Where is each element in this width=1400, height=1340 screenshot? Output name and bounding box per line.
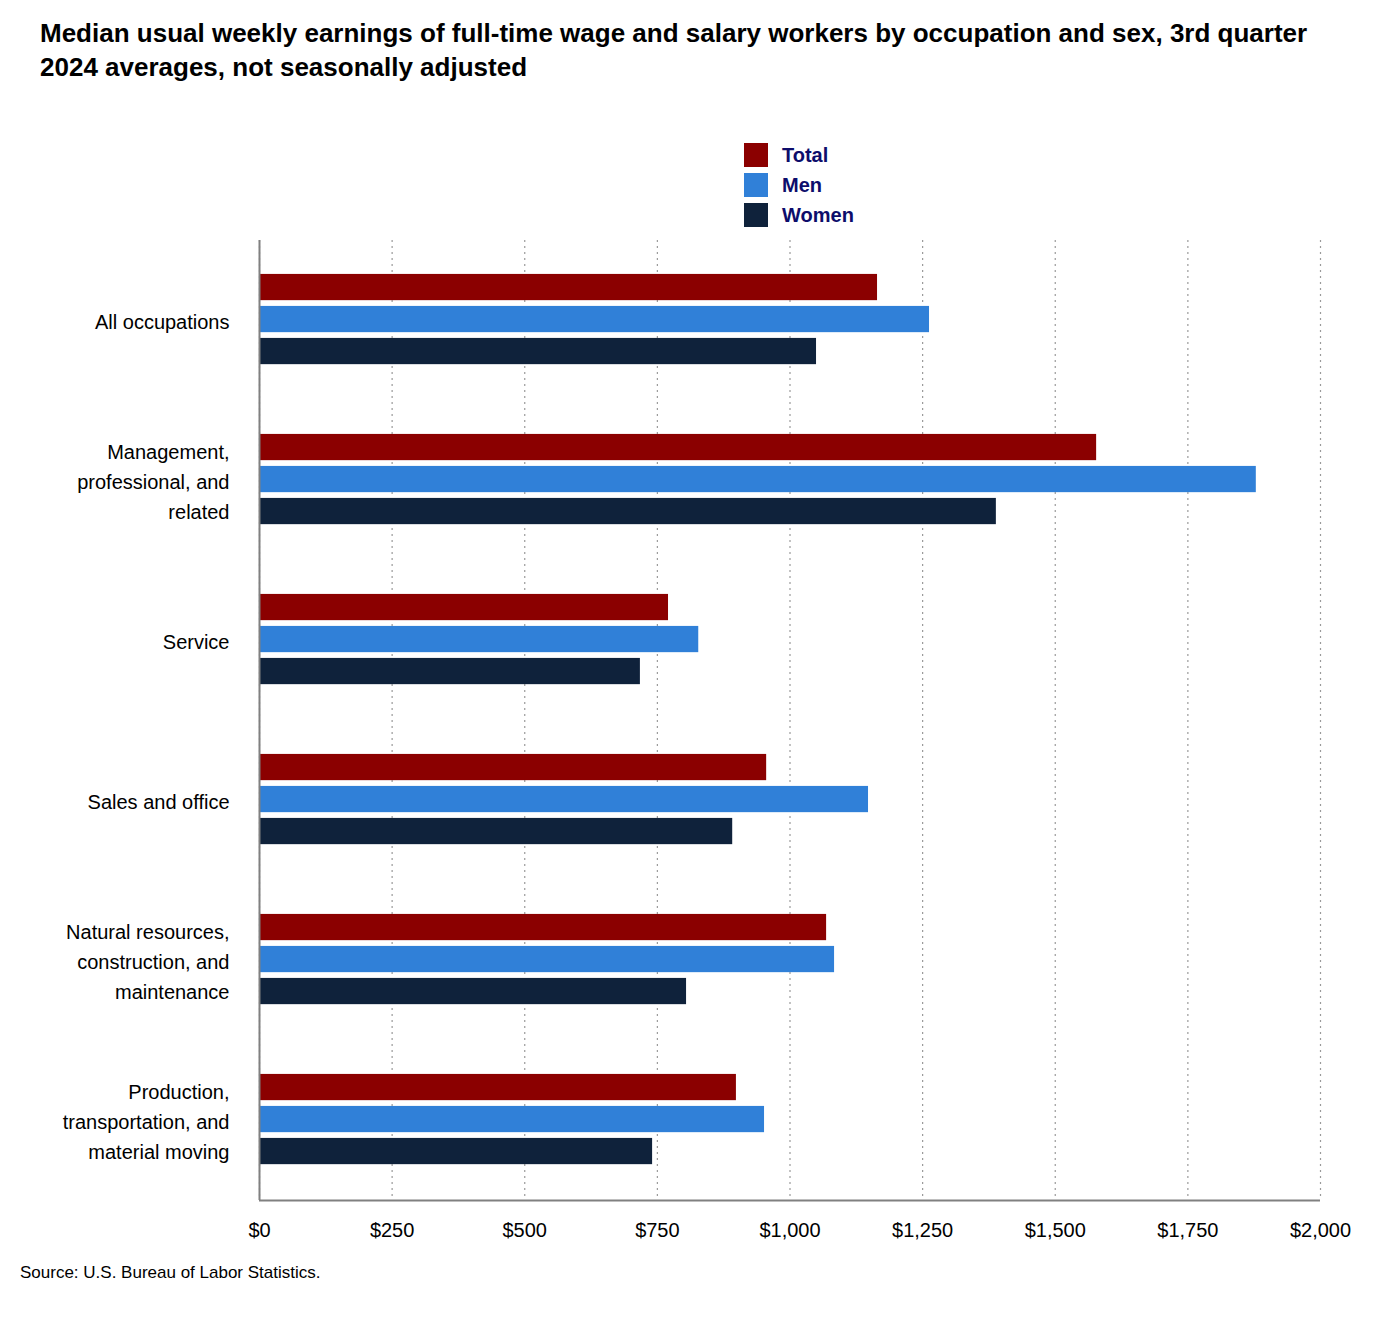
svg-text:Natural resources,construction: Natural resources,construction, andmaint… (66, 921, 229, 1003)
svg-text:$1,250: $1,250 (892, 1219, 953, 1241)
svg-text:Service: Service (163, 631, 230, 653)
svg-text:$500: $500 (503, 1219, 548, 1241)
html-text:Median usual weekly earnings o: Median usual weekly earnings of full-tim… (40, 18, 1308, 82)
html-text:Total: Total (782, 143, 829, 166)
svg-text:Management,professional, andre: Management,professional, andrelated (77, 441, 229, 523)
svg-text:Production,transportation, and: Production,transportation, andmaterial m… (63, 1081, 230, 1163)
svg-text:$750: $750 (635, 1219, 680, 1241)
svg-text:$1,000: $1,000 (759, 1219, 820, 1241)
html-text:Men: Men (782, 173, 822, 196)
svg-text:$0: $0 (248, 1219, 270, 1241)
svg-text:Sales and office: Sales and office (88, 791, 230, 813)
svg-text:All occupations: All occupations (95, 311, 230, 333)
svg-text:$250: $250 (370, 1219, 415, 1241)
svg-text:$2,000: $2,000 (1290, 1219, 1351, 1241)
html-text:Source: U.S. Bureau of Labor S: Source: U.S. Bureau of Labor Statistics. (20, 1263, 321, 1282)
html-text:Women: Women (782, 203, 854, 226)
svg-text:$1,750: $1,750 (1157, 1219, 1218, 1241)
svg-text:$1,500: $1,500 (1025, 1219, 1086, 1241)
